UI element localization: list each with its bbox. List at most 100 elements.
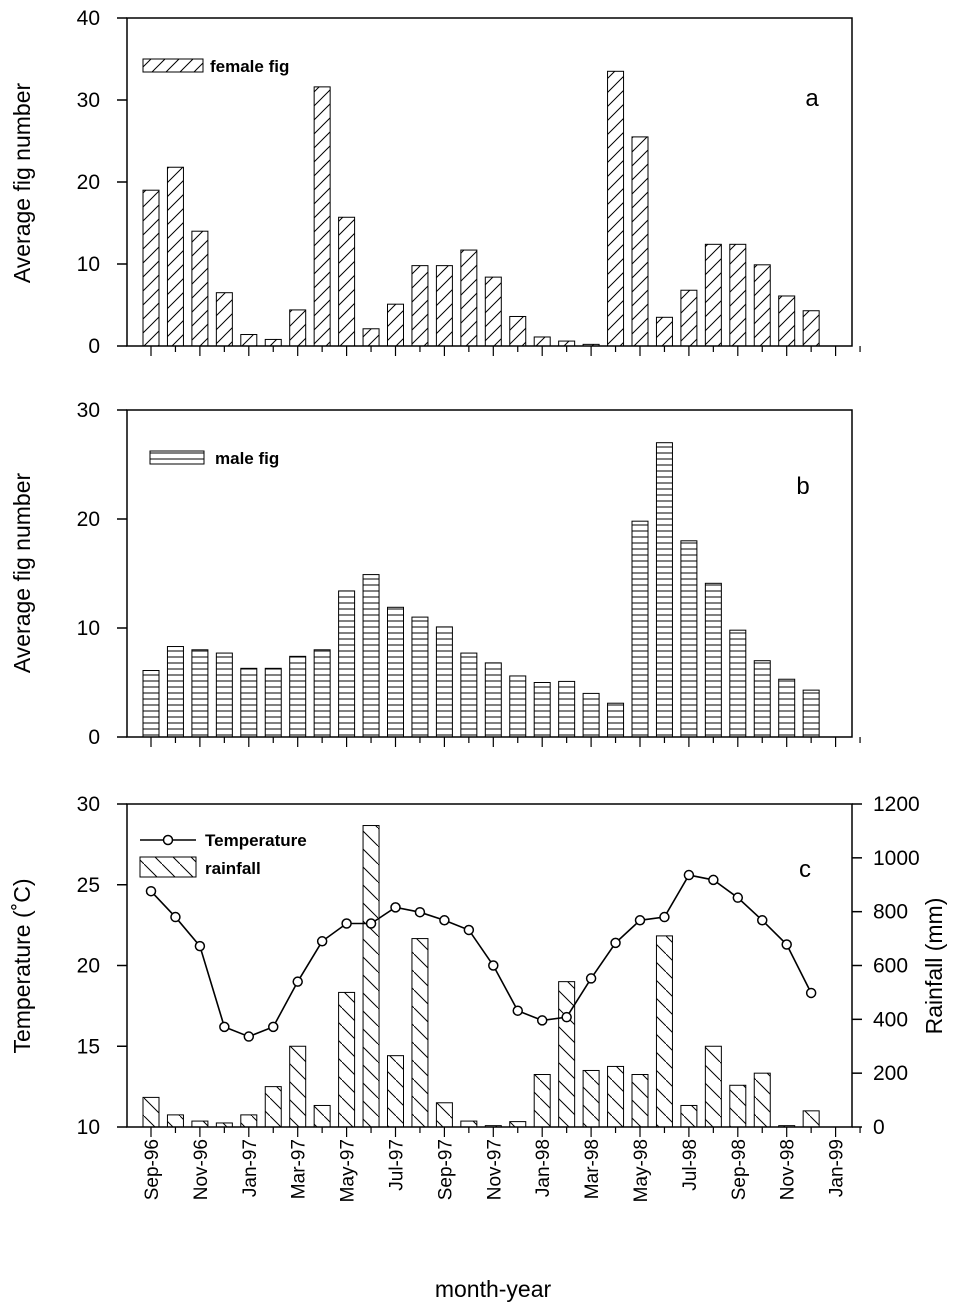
temperature-point xyxy=(194,940,206,952)
panel-b-male-fig: 0 10 20 30 Average fig number b male fig xyxy=(9,399,861,749)
temperature-point xyxy=(536,1015,548,1026)
temperature-point xyxy=(683,869,695,881)
bar-rainfall xyxy=(558,981,576,1128)
bar-rainfall xyxy=(338,991,356,1128)
bar-rainfall xyxy=(509,1121,527,1128)
bar-rainfall xyxy=(313,1104,331,1128)
legend-swatch-rainfall xyxy=(139,856,197,878)
bar-rainfall xyxy=(704,1045,722,1128)
bar-a xyxy=(435,265,453,347)
y-right-tick-label: 1200 xyxy=(873,793,920,816)
bar-b xyxy=(558,680,576,738)
bar-b xyxy=(387,606,404,738)
bar-b xyxy=(802,689,820,738)
legend-label-female: female fig xyxy=(210,57,289,76)
temperature-point xyxy=(463,924,475,936)
temperature-point xyxy=(390,902,401,913)
bar-a xyxy=(607,70,625,347)
bar-b xyxy=(607,702,625,738)
bar-rainfall xyxy=(166,1114,184,1128)
bar-b xyxy=(411,616,429,738)
bar-a xyxy=(729,243,747,347)
y-right-tick-label: 600 xyxy=(873,955,908,978)
bar-b xyxy=(460,652,478,738)
temperature-point xyxy=(512,1005,523,1016)
bar-rainfall xyxy=(607,1065,625,1128)
temperature-point xyxy=(243,1031,255,1042)
y-axis-title-right: Rainfall (mm) xyxy=(921,898,947,1035)
y-tick-label: 0 xyxy=(88,726,100,749)
temperature-point xyxy=(292,976,303,987)
y-tick-label: 0 xyxy=(88,335,100,358)
bar-rainfall xyxy=(631,1074,649,1128)
bar-rainfall xyxy=(215,1122,233,1128)
x-tick-label: Mar-98 xyxy=(582,1139,603,1199)
bar-rainfall xyxy=(240,1114,258,1128)
x-tick-label: Jan-97 xyxy=(240,1139,261,1197)
panel-letter: c xyxy=(799,856,811,883)
bar-b xyxy=(142,670,160,738)
bar-rainfall xyxy=(435,1102,453,1128)
bar-b xyxy=(753,660,771,738)
bar-a xyxy=(142,189,160,347)
bar-a xyxy=(387,303,404,347)
y-tick-label: 30 xyxy=(77,399,100,422)
y-tick-label: 20 xyxy=(77,508,100,531)
bar-a xyxy=(191,230,209,347)
temperature-point xyxy=(732,892,744,903)
bar-rainfall xyxy=(680,1104,698,1128)
bar-a xyxy=(509,315,527,347)
bar-a xyxy=(166,166,184,347)
x-tick-label: Sep-98 xyxy=(729,1139,750,1200)
legend-swatch-female xyxy=(142,58,204,73)
legend-marker-temperature xyxy=(162,834,174,846)
y-tick-label: 10 xyxy=(77,253,100,276)
bar-a xyxy=(753,264,771,347)
legend-swatch-male xyxy=(149,450,205,465)
temperature-point xyxy=(439,915,450,926)
bar-b xyxy=(509,675,527,738)
bar-a xyxy=(558,340,576,347)
y-tick-label: 30 xyxy=(77,793,100,816)
bar-b xyxy=(313,649,331,738)
bar-b xyxy=(631,520,649,738)
bar-a xyxy=(680,289,698,347)
temperature-line xyxy=(150,874,812,1038)
bar-b xyxy=(778,678,796,738)
y-right-tick-label: 800 xyxy=(873,901,908,924)
bar-a xyxy=(313,86,331,347)
bar-b xyxy=(729,629,747,738)
y-axis-title: Average fig number xyxy=(9,83,35,284)
y-tick-label: 40 xyxy=(77,7,100,30)
x-axis-title: month-year xyxy=(435,1276,552,1302)
x-tick-label: Nov-96 xyxy=(191,1139,212,1200)
temperature-point xyxy=(145,885,157,897)
bar-a xyxy=(484,276,502,347)
bar-rainfall xyxy=(191,1120,209,1128)
bar-rainfall xyxy=(460,1120,478,1128)
x-tick-label: Jan-98 xyxy=(533,1139,554,1197)
bar-a xyxy=(802,310,820,347)
bar-rainfall xyxy=(778,1125,796,1128)
bar-rainfall xyxy=(655,935,673,1128)
temperature-point xyxy=(610,937,621,949)
bar-rainfall xyxy=(533,1074,551,1128)
bar-a xyxy=(264,338,282,347)
bar-a xyxy=(778,295,796,347)
bar-rainfall xyxy=(411,938,429,1128)
y-right-tick-label: 200 xyxy=(873,1062,908,1085)
x-tick-label: Nov-97 xyxy=(484,1139,505,1200)
bar-a xyxy=(215,292,233,347)
y-tick-label: 10 xyxy=(77,1116,100,1139)
panel-c-temperature-rainfall: 10 15 20 25 30 0 200 400 600 800 1000 1200 Tempera… xyxy=(9,793,947,1139)
temperature-point xyxy=(365,918,377,929)
y-tick-label: 30 xyxy=(77,89,100,112)
bar-rainfall xyxy=(142,1096,160,1128)
legend-label-male: male fig xyxy=(215,449,279,468)
bar-b xyxy=(362,574,380,738)
temperature-point xyxy=(268,1021,279,1033)
y-right-tick-label: 1000 xyxy=(873,847,920,870)
y-right-tick-label: 400 xyxy=(873,1008,908,1031)
bar-a xyxy=(533,336,551,347)
